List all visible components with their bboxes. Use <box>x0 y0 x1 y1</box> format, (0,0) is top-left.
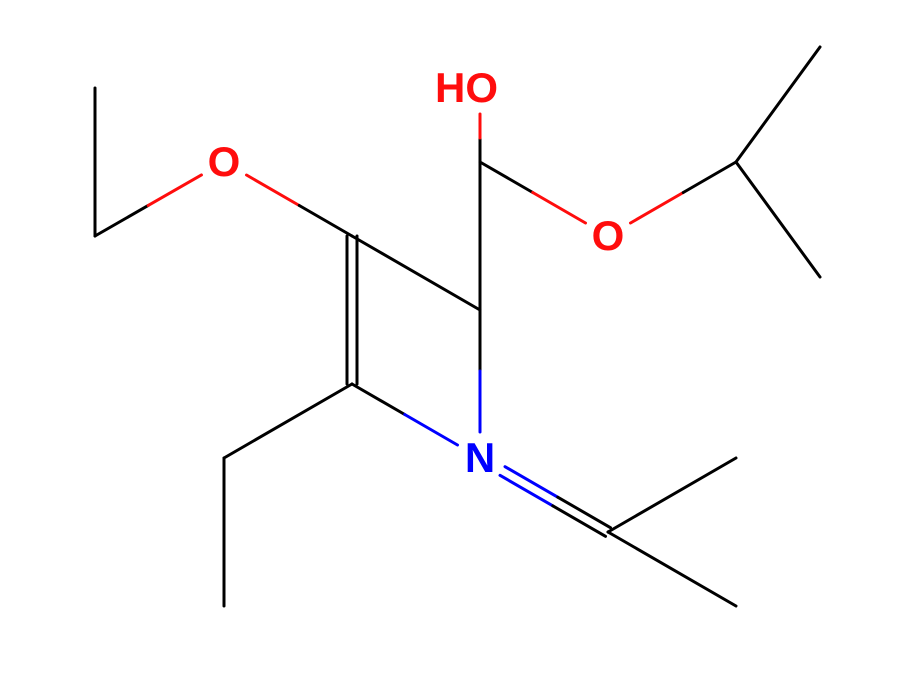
bond-line <box>480 162 533 192</box>
bond-line <box>352 384 405 414</box>
bond-line <box>224 384 352 458</box>
bond-line <box>736 47 820 162</box>
bond-line <box>683 162 736 192</box>
bond-line <box>608 532 736 606</box>
bond-line <box>352 236 480 310</box>
atom-label-char: O <box>592 212 625 259</box>
atom-label-o: O <box>592 212 625 260</box>
bond-line <box>95 205 148 236</box>
atom-label-o: O <box>208 138 241 186</box>
bond-line <box>736 162 820 277</box>
bond-line <box>247 175 300 205</box>
atom-label-char: H <box>435 64 465 111</box>
bond-line <box>405 414 458 444</box>
bond-line <box>299 206 352 236</box>
bond-line <box>533 192 586 222</box>
atom-label-o: HO <box>435 64 498 112</box>
bond-line <box>608 458 736 532</box>
atom-label-char: O <box>465 64 498 111</box>
atom-label-char: O <box>208 138 241 185</box>
bond-line <box>148 175 201 206</box>
atom-label-char: N <box>465 434 495 481</box>
atom-label-n: N <box>465 434 495 482</box>
bond-line <box>631 192 684 222</box>
